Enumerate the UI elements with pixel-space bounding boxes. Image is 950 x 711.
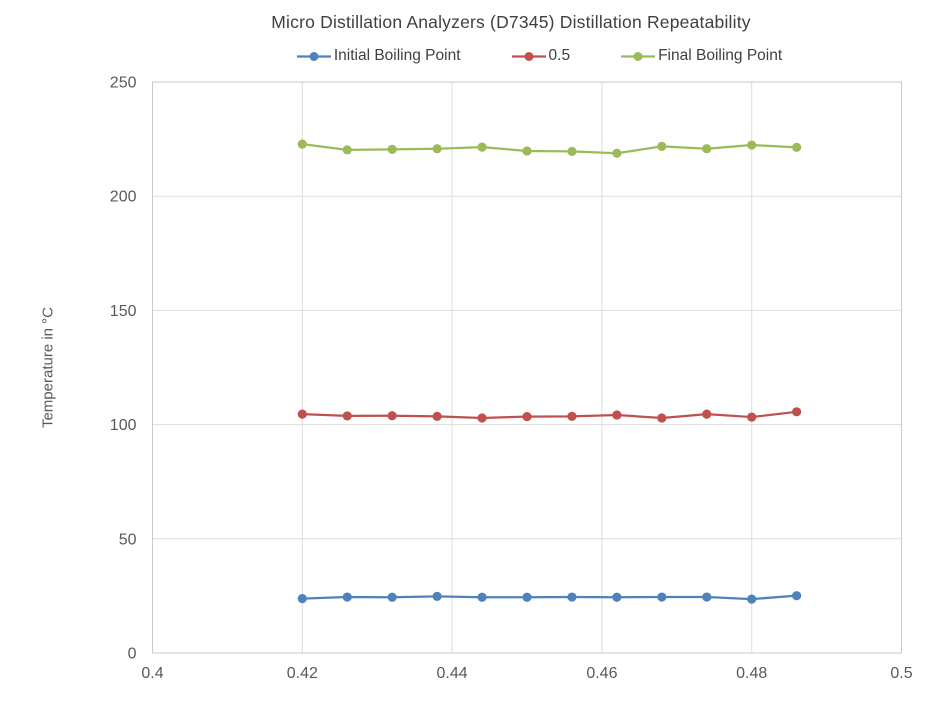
data-point-final-boiling-point — [567, 146, 577, 157]
x-tick-label: 0.4 — [141, 665, 163, 682]
data-point-initial-boiling-point — [657, 592, 667, 602]
data-point-final-boiling-point — [342, 145, 352, 155]
y-tick-label: 150 — [110, 303, 137, 320]
data-point-0-5 — [792, 407, 802, 417]
data-point-final-boiling-point — [522, 146, 532, 156]
data-point-0-5 — [477, 413, 487, 423]
data-point-initial-boiling-point — [747, 594, 757, 604]
data-point-initial-boiling-point — [702, 592, 712, 602]
data-point-initial-boiling-point — [522, 592, 532, 602]
data-point-0-5 — [522, 412, 532, 422]
x-tick-label: 0.48 — [736, 665, 767, 682]
line-marker-icon — [296, 51, 331, 61]
data-point-0-5 — [432, 411, 442, 421]
data-point-final-boiling-point — [612, 148, 622, 158]
data-point-0-5 — [747, 412, 757, 422]
data-point-initial-boiling-point — [567, 592, 577, 602]
y-tick-label: 0 — [128, 646, 137, 663]
data-point-initial-boiling-point — [342, 592, 352, 602]
legend: Initial Boiling Point 0.5 Final Boiling … — [64, 47, 950, 65]
data-point-0-5 — [702, 409, 712, 419]
line-marker-icon — [511, 51, 546, 61]
data-point-final-boiling-point — [792, 142, 802, 152]
legend-label-initial-boiling-point: Initial Boiling Point — [333, 47, 461, 64]
data-point-final-boiling-point — [702, 144, 712, 154]
x-tick-label: 0.42 — [287, 665, 318, 682]
legend-label-final-boiling-point: Final Boiling Point — [658, 47, 783, 64]
y-tick-label: 200 — [110, 189, 137, 206]
data-point-final-boiling-point — [297, 139, 307, 149]
data-point-final-boiling-point — [477, 142, 487, 152]
data-point-0-5 — [342, 411, 352, 421]
line-marker-icon — [621, 51, 656, 61]
data-point-final-boiling-point — [657, 141, 667, 152]
data-point-initial-boiling-point — [477, 592, 487, 602]
x-tick-label: 0.5 — [890, 665, 912, 682]
x-tick-label: 0.44 — [437, 665, 468, 682]
data-point-0-5 — [612, 410, 622, 420]
x-tick-label: 0.46 — [586, 665, 617, 682]
chart-title: Micro Distillation Analyzers (D7345) Dis… — [271, 12, 751, 32]
y-tick-label: 50 — [119, 531, 137, 548]
series-line-final-boiling-point — [302, 143, 797, 155]
data-point-0-5 — [657, 413, 667, 423]
data-point-initial-boiling-point — [432, 591, 442, 601]
data-point-initial-boiling-point — [297, 594, 307, 604]
legend-label-fifty-percent-point: 0.5 — [548, 47, 571, 64]
y-tick-label: 100 — [110, 417, 137, 434]
series-line-0-5 — [302, 410, 797, 420]
data-point-final-boiling-point — [747, 140, 757, 150]
data-point-initial-boiling-point — [612, 592, 622, 602]
plot-border — [152, 81, 902, 654]
data-point-initial-boiling-point — [387, 592, 397, 602]
legend-item-final-boiling-point: Final Boiling Point — [620, 47, 782, 65]
data-point-final-boiling-point — [432, 144, 442, 154]
data-point-0-5 — [387, 411, 397, 421]
data-point-final-boiling-point — [387, 144, 397, 154]
series-line-initial-boiling-point — [302, 594, 797, 601]
data-point-0-5 — [297, 409, 307, 419]
legend-item-fifty-percent-point: 0.5 — [511, 47, 571, 65]
y-tick-label: 250 — [110, 75, 137, 92]
data-point-0-5 — [567, 411, 577, 421]
legend-item-initial-boiling-point: Initial Boiling Point — [296, 47, 461, 65]
data-point-initial-boiling-point — [792, 591, 802, 601]
